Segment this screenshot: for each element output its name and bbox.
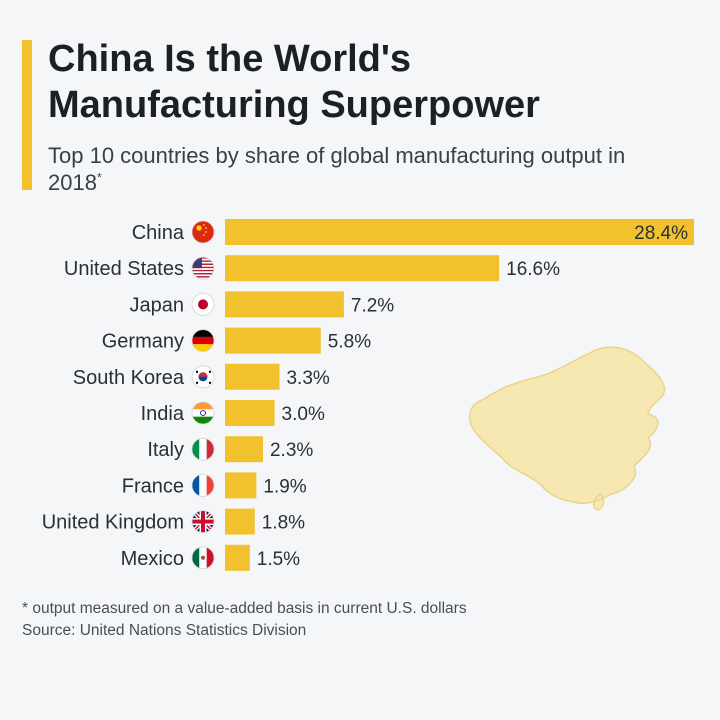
bar-mexico: [225, 544, 250, 571]
chart-title: China Is the World's Manufacturing Super…: [48, 36, 708, 128]
category-label: Japan: [130, 294, 185, 316]
value-label: 5.8%: [328, 332, 371, 353]
bar-italy: [225, 436, 263, 463]
category-label: United States: [64, 258, 184, 280]
value-label: 28.4%: [634, 223, 688, 244]
china-map-icon: [468, 346, 666, 511]
bar-united-states: [225, 255, 500, 282]
title-accent-bar: [22, 40, 32, 190]
category-label: India: [141, 403, 185, 425]
value-label: 16.6%: [506, 259, 560, 280]
category-label: Germany: [102, 331, 184, 353]
bar-germany: [225, 327, 321, 354]
bar-japan: [225, 291, 344, 318]
category-label: China: [132, 222, 185, 244]
bar-india: [225, 400, 275, 426]
usa-flag-icon: [191, 256, 215, 280]
title-line-2: Manufacturing Superpower: [48, 84, 540, 126]
category-label: South Korea: [73, 367, 185, 389]
title-line-1: China Is the World's: [48, 38, 412, 80]
chart-subtitle: Top 10 countries by share of global manu…: [48, 142, 668, 196]
value-label: 1.9%: [263, 476, 306, 497]
value-label: 1.8%: [262, 513, 305, 534]
value-label: 3.0%: [282, 404, 325, 425]
germany-flag-icon: [191, 329, 215, 353]
value-label: 7.2%: [351, 295, 394, 316]
footnote-source: Source: United Nations Statistics Divisi…: [22, 622, 307, 639]
subtitle-footnote-mark: *: [96, 170, 102, 185]
bar-south-korea: [225, 363, 280, 390]
japan-flag-icon: [191, 293, 215, 316]
footnote: * output measured on a value-added basis…: [22, 598, 702, 642]
bar-china: [225, 219, 694, 245]
bar-france: [225, 472, 257, 499]
mexico-flag-icon: [191, 546, 215, 570]
category-label: Mexico: [121, 548, 184, 570]
india-flag-icon: [191, 401, 215, 425]
china-flag-icon: [191, 220, 215, 244]
footnote-note: * output measured on a value-added basis…: [22, 600, 467, 617]
subtitle-text: Top 10 countries by share of global manu…: [48, 143, 626, 195]
south-korea-flag-icon: [191, 365, 215, 389]
bar-united-kingdom: [225, 508, 255, 535]
category-label: United Kingdom: [42, 512, 184, 534]
bar-chart: China 28.4% United States 16.6% Japan 7.2% Ger…: [42, 219, 694, 571]
uk-flag-icon: [191, 510, 215, 534]
category-label: Italy: [147, 439, 184, 461]
italy-flag-icon: [191, 437, 215, 461]
value-label: 2.3%: [270, 440, 313, 461]
value-label: 3.3%: [286, 368, 329, 389]
category-label: France: [122, 475, 184, 497]
value-label: 1.5%: [257, 549, 300, 570]
france-flag-icon: [191, 473, 215, 497]
